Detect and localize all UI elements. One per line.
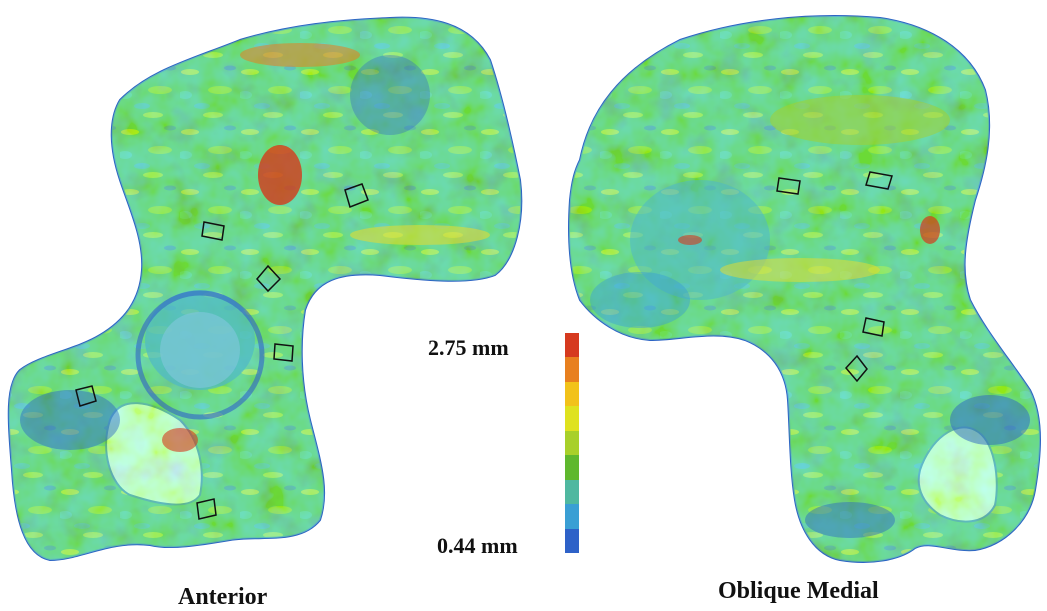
- color-scale-segment: [565, 430, 579, 456]
- region-marker: [75, 385, 97, 407]
- region-marker: [344, 183, 369, 208]
- region-marker: [865, 171, 893, 190]
- region-marker: [776, 177, 801, 195]
- region-marker: [845, 354, 868, 383]
- anterior-view-label: Anterior: [178, 584, 268, 610]
- scale-max-label: 2.75 mm: [428, 335, 509, 360]
- region-marker: [196, 498, 217, 520]
- region-marker: [201, 221, 225, 241]
- color-scale-segment: [565, 333, 579, 358]
- thickness-color-scale: [565, 333, 579, 553]
- color-scale-segment: [565, 479, 579, 505]
- color-scale-segment: [565, 455, 579, 480]
- region-marker: [862, 317, 885, 337]
- oblique-medial-pelvis-view: [568, 15, 1041, 563]
- color-scale-segment: [565, 381, 579, 407]
- medial-region-markers: [776, 171, 893, 383]
- anterior-region-markers: [75, 183, 369, 520]
- oblique-medial-view-label: Oblique Medial: [718, 578, 879, 604]
- region-marker: [256, 264, 282, 293]
- anterior-pelvis-view: [7, 16, 523, 562]
- color-scale-segment: [565, 406, 579, 431]
- color-scale-segment: [565, 528, 579, 553]
- region-marker: [273, 343, 294, 362]
- color-scale-segment: [565, 504, 579, 529]
- scale-min-label: 0.44 mm: [437, 533, 518, 558]
- color-scale-segment: [565, 357, 579, 382]
